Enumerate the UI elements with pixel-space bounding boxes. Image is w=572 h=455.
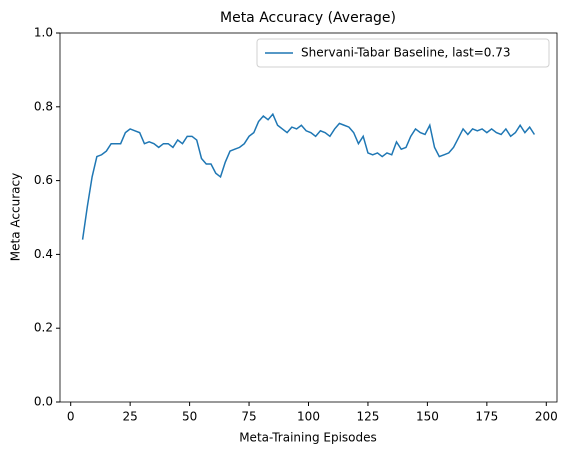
x-tick-label: 150 <box>416 410 439 424</box>
y-tick-label: 0.8 <box>34 99 53 113</box>
x-tick-label: 25 <box>123 410 138 424</box>
chart-title: Meta Accuracy (Average) <box>220 10 396 26</box>
y-axis-label: Meta Accuracy <box>9 173 23 261</box>
x-tick-label: 125 <box>356 410 379 424</box>
x-tick-label: 0 <box>67 410 75 424</box>
y-tick-label: 0.6 <box>34 173 53 187</box>
x-tick-label: 50 <box>182 410 197 424</box>
y-tick-label: 0.0 <box>34 395 53 409</box>
x-tick-label: 175 <box>475 410 498 424</box>
x-tick-label: 200 <box>535 410 558 424</box>
legend-label: Shervani-Tabar Baseline, last=0.73 <box>301 46 511 60</box>
x-tick-label: 75 <box>241 410 256 424</box>
y-tick-label: 0.2 <box>34 321 53 335</box>
y-tick-label: 0.4 <box>34 247 53 261</box>
y-tick-label: 1.0 <box>34 26 53 40</box>
plot-frame <box>59 32 558 403</box>
x-tick-label: 100 <box>297 410 320 424</box>
legend-box <box>256 38 550 68</box>
x-axis-label: Meta-Training Episodes <box>239 431 377 445</box>
line-series <box>81 112 536 240</box>
